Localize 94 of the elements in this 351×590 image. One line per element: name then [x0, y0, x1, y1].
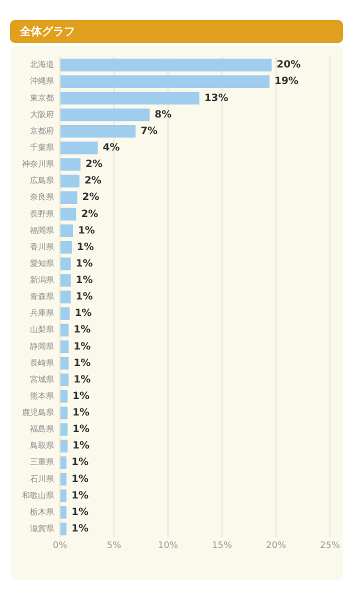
x-tick-label: 5%: [106, 540, 122, 551]
bar: [60, 356, 69, 370]
data-label: 1%: [74, 358, 91, 369]
data-label: 1%: [72, 390, 90, 402]
bar: [60, 472, 66, 486]
data-label: 1%: [74, 374, 91, 386]
chart-title: 全体グラフ: [10, 20, 343, 43]
bar: [60, 456, 66, 469]
y-tick-label: 鳥取県: [29, 441, 54, 450]
y-tick-label: 大阪府: [30, 110, 54, 119]
data-label: 20%: [276, 60, 301, 71]
bar: [60, 191, 78, 204]
data-label: 1%: [72, 408, 90, 419]
bar: [60, 324, 69, 336]
bar: [60, 258, 71, 270]
y-tick-label: 鹿児島県: [22, 408, 54, 418]
data-label: 2%: [84, 176, 102, 187]
y-tick-label: 山梨県: [30, 325, 54, 334]
y-tick-label: 神奈川県: [22, 160, 54, 169]
data-label: 19%: [274, 76, 298, 88]
bar: [60, 208, 76, 221]
y-tick-label: 沖縄県: [30, 76, 54, 86]
y-tick-label: 栃木県: [30, 507, 54, 516]
data-label: 13%: [204, 92, 228, 104]
y-tick-label: 石川県: [30, 474, 54, 484]
x-tick-label: 15%: [212, 540, 232, 551]
bar: [60, 158, 81, 171]
y-tick-label: 長崎県: [30, 358, 54, 368]
bar: [60, 373, 69, 386]
data-label: 8%: [154, 109, 172, 120]
data-label: 1%: [74, 308, 92, 320]
bar: [60, 440, 68, 452]
x-tick-label: 0%: [52, 540, 68, 551]
x-tick-label: 10%: [158, 540, 178, 551]
data-label: 1%: [72, 424, 90, 436]
y-tick-label: 宮城県: [30, 374, 54, 384]
y-tick-label: 長野県: [30, 209, 54, 218]
y-tick-label: 東京都: [30, 93, 54, 102]
y-tick-label: 香川県: [30, 242, 54, 252]
data-label: 1%: [76, 275, 93, 286]
data-label: 1%: [71, 524, 88, 535]
data-label: 1%: [76, 258, 93, 270]
y-tick-label: 新潟県: [30, 276, 54, 285]
data-label: 4%: [102, 142, 120, 154]
bar: [60, 224, 73, 238]
data-label: 1%: [76, 292, 93, 303]
data-label: 1%: [74, 324, 91, 336]
y-tick-label: 千葉県: [30, 142, 54, 152]
data-label: 2%: [82, 192, 100, 204]
bar: [60, 506, 66, 519]
bar: [60, 274, 71, 287]
bar: [60, 58, 272, 72]
y-tick-label: 愛知県: [30, 258, 54, 268]
bar: [60, 92, 200, 105]
data-label: 1%: [71, 490, 88, 502]
data-label: 2%: [81, 208, 98, 220]
data-label: 1%: [71, 457, 88, 468]
bar: [60, 406, 68, 420]
y-tick-label: 兵庫県: [30, 308, 54, 318]
bar: [60, 340, 69, 354]
data-label: 7%: [140, 126, 158, 137]
data-label: 1%: [78, 225, 95, 236]
bar: [60, 240, 72, 254]
data-label: 1%: [71, 474, 88, 485]
y-tick-label: 福島県: [30, 424, 54, 434]
bar: [60, 423, 68, 436]
data-label: 1%: [76, 242, 94, 253]
bar: [60, 522, 66, 536]
y-tick-label: 京都府: [30, 126, 54, 136]
x-tick-label: 20%: [266, 540, 286, 551]
bar: [60, 290, 71, 304]
y-tick-label: 奈良県: [30, 192, 54, 202]
y-tick-label: 熊本県: [30, 391, 54, 400]
y-tick-label: 静岡県: [30, 342, 54, 351]
bar: [60, 75, 270, 88]
bar: [60, 307, 70, 320]
y-tick-label: 青森県: [30, 292, 54, 302]
y-tick-label: 和歌山県: [22, 490, 54, 500]
data-label: 2%: [86, 159, 103, 170]
y-tick-label: 北海道: [30, 60, 54, 70]
bar: [60, 390, 68, 403]
data-label: 1%: [74, 341, 91, 352]
data-label: 1%: [72, 440, 90, 452]
data-label: 1%: [71, 506, 88, 518]
bar: [60, 489, 66, 502]
y-tick-label: 福岡県: [30, 226, 54, 235]
y-tick-label: 滋賀県: [30, 524, 54, 533]
bar: [60, 174, 80, 188]
y-tick-label: 三重県: [30, 458, 54, 467]
x-tick-label: 25%: [320, 540, 340, 551]
bar: [60, 125, 136, 138]
bar: [60, 108, 150, 122]
bar: [60, 142, 98, 154]
y-tick-label: 広島県: [30, 176, 54, 186]
